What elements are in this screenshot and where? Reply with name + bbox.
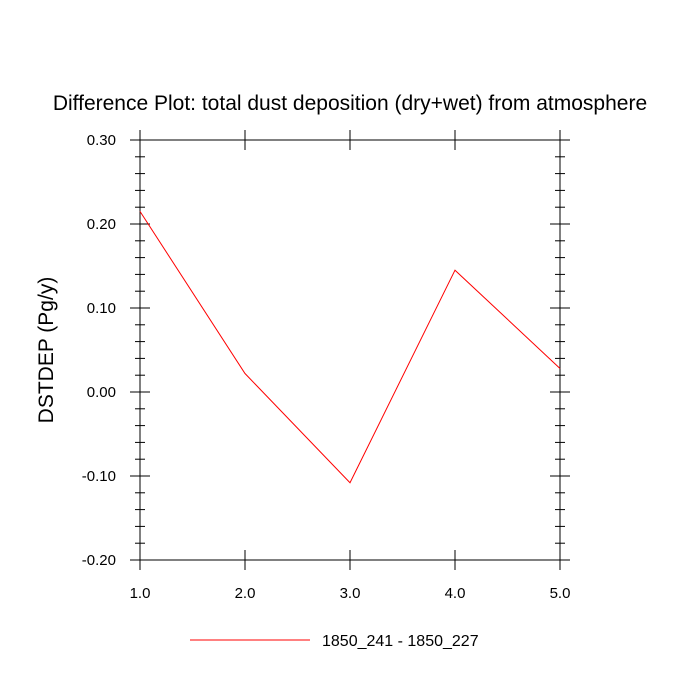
y-tick-label: -0.10: [82, 468, 116, 485]
x-tick-label: 1.0: [130, 585, 151, 602]
plot-frame: [139, 139, 561, 561]
legend: 1850_241 - 1850_227: [190, 633, 479, 650]
x-tick-label: 4.0: [445, 585, 466, 602]
x-tick-label: 5.0: [550, 585, 571, 602]
chart-title: Difference Plot: total dust deposition (…: [53, 92, 647, 115]
y-axis-label: DSTDEP (Pg/y): [35, 277, 58, 424]
x-tick-label: 2.0: [235, 585, 256, 602]
plot-area: 1.0 2.0 3.0 4.0 5.0 -0.20 -0.10 0.00 0.10 0.20 0.3…: [82, 130, 571, 602]
legend-label: 1850_241 - 1850_227: [322, 633, 479, 650]
y-tick-label: 0.00: [87, 384, 116, 401]
series-line: [139, 211, 561, 484]
y-tick-label: 0.30: [87, 132, 116, 149]
y-tick-label: -0.20: [82, 552, 116, 569]
x-tick-label: 3.0: [340, 585, 361, 602]
y-tick-label: 0.10: [87, 300, 116, 317]
y-tick-label: 0.20: [87, 216, 116, 233]
